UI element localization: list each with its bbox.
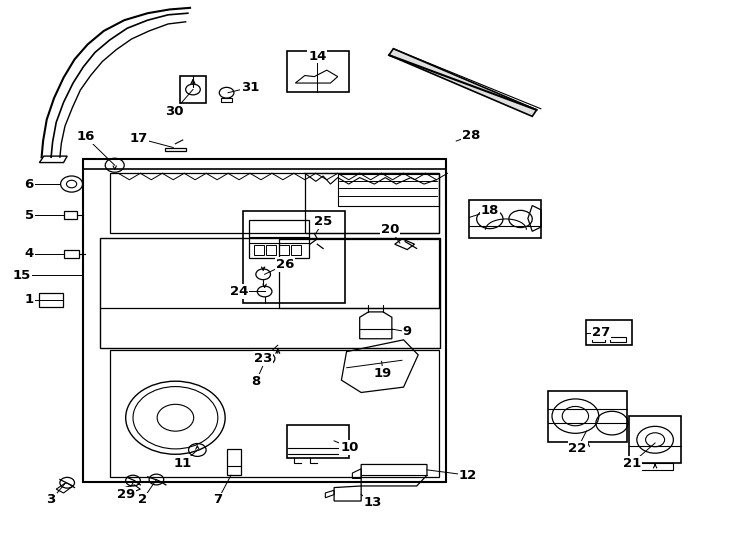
- Bar: [40, 293, 63, 307]
- Bar: [286, 425, 349, 458]
- Text: 30: 30: [164, 105, 184, 118]
- Text: 15: 15: [12, 269, 31, 282]
- Bar: [180, 76, 206, 104]
- Bar: [469, 200, 541, 238]
- Bar: [249, 219, 308, 258]
- Text: 4: 4: [24, 247, 34, 260]
- Text: 9: 9: [403, 325, 412, 338]
- Text: 1: 1: [25, 293, 34, 306]
- Text: 2: 2: [138, 494, 147, 507]
- Text: 29: 29: [117, 488, 135, 501]
- Text: 16: 16: [76, 130, 95, 143]
- Text: 20: 20: [381, 223, 399, 236]
- Text: 12: 12: [459, 469, 477, 482]
- Text: 8: 8: [251, 375, 261, 388]
- Bar: [286, 51, 349, 92]
- Text: 25: 25: [314, 215, 333, 228]
- Text: 10: 10: [341, 441, 359, 454]
- Bar: [254, 245, 264, 255]
- Text: 23: 23: [254, 352, 272, 365]
- Bar: [610, 336, 626, 342]
- Text: 26: 26: [276, 258, 294, 271]
- Bar: [586, 321, 632, 345]
- Bar: [65, 212, 77, 219]
- Text: 27: 27: [592, 326, 610, 339]
- Bar: [291, 245, 301, 255]
- Bar: [548, 391, 628, 442]
- Text: 19: 19: [374, 367, 392, 380]
- Text: 24: 24: [230, 285, 248, 298]
- Text: 7: 7: [214, 494, 222, 507]
- Text: 14: 14: [308, 50, 327, 63]
- Text: 3: 3: [46, 494, 56, 507]
- Text: 13: 13: [363, 496, 382, 509]
- Bar: [266, 245, 276, 255]
- Text: 28: 28: [462, 129, 480, 142]
- Text: 17: 17: [130, 132, 148, 145]
- Text: 31: 31: [241, 81, 259, 94]
- Bar: [592, 336, 606, 342]
- Text: 21: 21: [622, 457, 641, 470]
- Text: 18: 18: [481, 205, 499, 218]
- Bar: [227, 449, 241, 475]
- Bar: [629, 416, 681, 463]
- Text: 6: 6: [24, 178, 34, 191]
- Bar: [65, 249, 79, 258]
- Text: 11: 11: [174, 457, 192, 470]
- Polygon shape: [389, 49, 537, 116]
- Text: 22: 22: [568, 442, 586, 455]
- Bar: [243, 211, 345, 303]
- Bar: [278, 245, 288, 255]
- Text: 5: 5: [25, 208, 34, 222]
